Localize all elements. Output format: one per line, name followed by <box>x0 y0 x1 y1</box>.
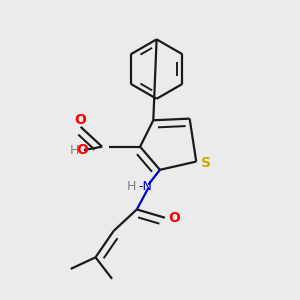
Text: -N: -N <box>138 180 152 193</box>
Text: O: O <box>168 211 180 225</box>
Text: O: O <box>75 113 87 127</box>
Text: H: H <box>127 180 136 193</box>
Text: S: S <box>201 156 211 170</box>
Text: H: H <box>69 143 79 157</box>
Text: O: O <box>76 143 88 157</box>
